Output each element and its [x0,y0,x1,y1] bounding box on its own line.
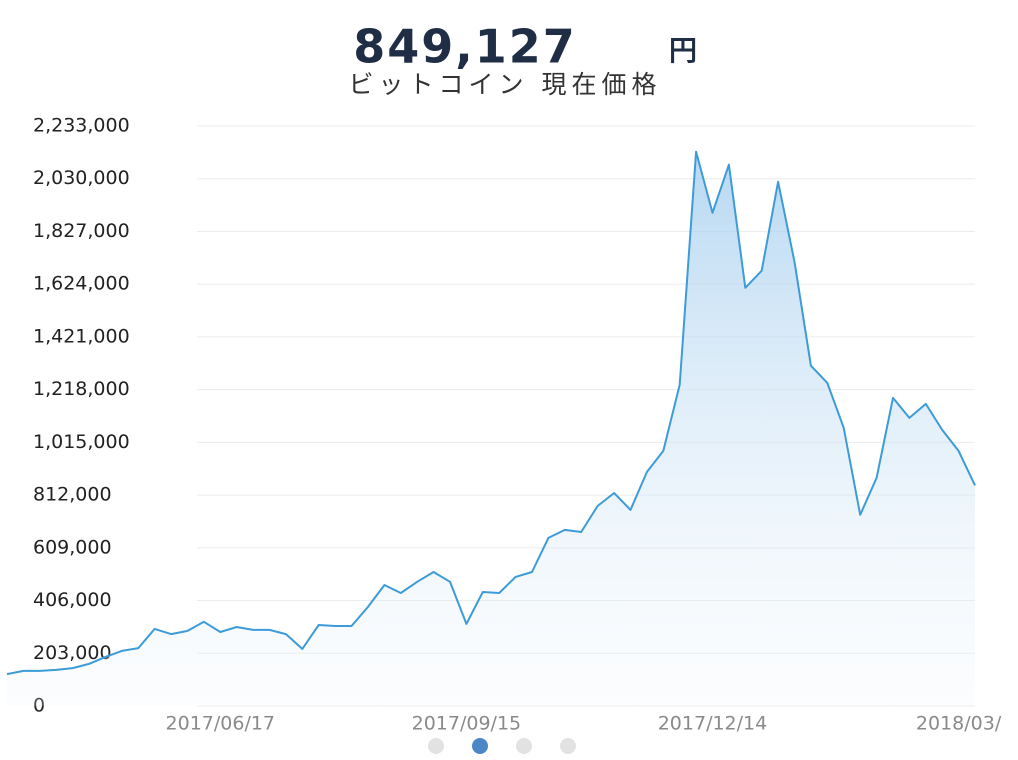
y-tick-label: 812,000 [33,484,112,506]
pager [428,738,576,754]
y-tick-label: 406,000 [33,589,112,611]
y-tick-label: 1,421,000 [33,325,130,347]
y-tick-label: 1,624,000 [33,273,130,295]
y-tick-label: 1,218,000 [33,378,130,400]
y-tick-label: 1,015,000 [33,431,130,453]
subtitle: ビットコイン 現在価格 [349,70,662,99]
page-dot[interactable] [560,738,576,754]
page-dot[interactable] [428,738,444,754]
y-tick-label: 609,000 [33,536,112,558]
y-tick-label: 203,000 [33,642,112,664]
y-tick-label: 1,827,000 [33,220,130,242]
area [7,151,975,706]
price-unit: 円 [669,34,697,67]
x-tick-label: 2018/03/ [916,713,1002,735]
page-dot-active[interactable] [472,738,488,754]
price-line [6,150,976,676]
price: 849,127 [353,20,577,74]
y-tick-label: 2,233,000 [33,115,130,137]
page-dot[interactable] [516,738,532,754]
x-tick-label: 2017/09/15 [412,713,522,735]
x-tick-label: 2017/12/14 [658,713,768,735]
x-tick-label: 2017/06/17 [166,713,276,735]
y-tick-label: 2,030,000 [33,167,130,189]
